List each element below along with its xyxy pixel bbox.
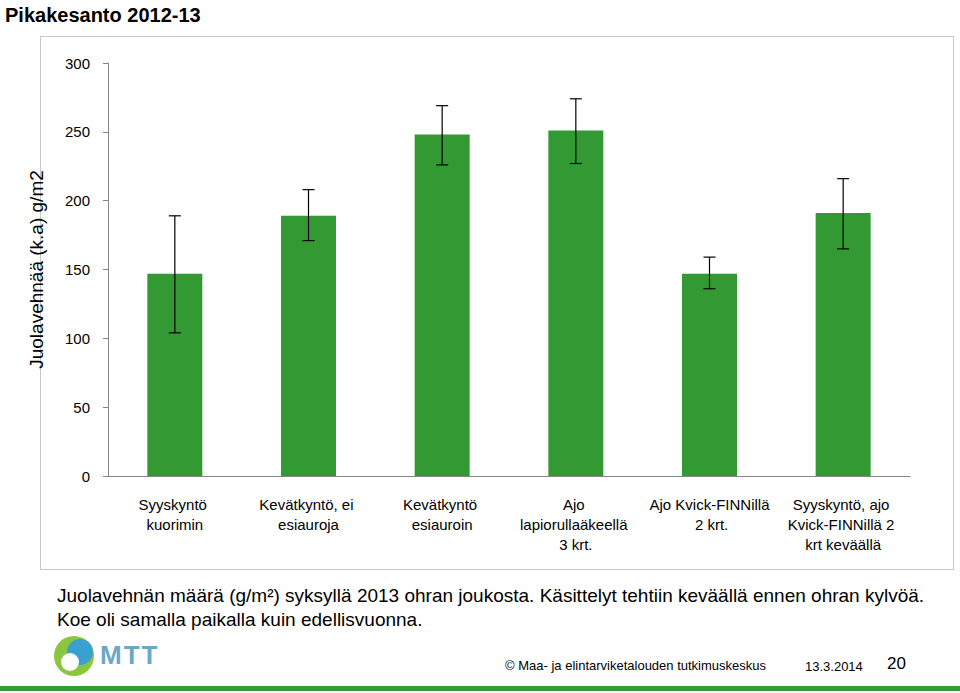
svg-text:300: 300	[65, 55, 90, 72]
svg-text:3 krt.: 3 krt.	[559, 536, 592, 553]
svg-text:Pikakesanto 2012-13: Pikakesanto 2012-13	[5, 4, 201, 26]
svg-text:esiauroin: esiauroin	[412, 516, 473, 533]
html-text:13.3.2014: 13.3.2014	[805, 659, 863, 674]
html-text:MTT: MTT	[100, 640, 160, 670]
html-text:Juolavehnän määrä (g/m²) syksy: Juolavehnän määrä (g/m²) syksyllä 2013 o…	[57, 585, 925, 630]
svg-text:Juolavehnää (k.a) g/m2: Juolavehnää (k.a) g/m2	[26, 170, 47, 369]
svg-text:200: 200	[65, 192, 90, 209]
html-text:© Maa- ja elintarviketalouden: © Maa- ja elintarviketalouden tutkimuske…	[505, 658, 766, 673]
svg-text:Kevätkyntö, ei: Kevätkyntö, ei	[259, 496, 357, 513]
svg-text:250: 250	[65, 123, 90, 140]
svg-text:esiauroja: esiauroja	[278, 516, 340, 533]
svg-text:2 krt.: 2 krt.	[691, 516, 729, 533]
svg-text:0: 0	[82, 468, 90, 485]
svg-text:krt keväällä: krt keväällä	[805, 536, 882, 553]
svg-text:100: 100	[65, 330, 90, 347]
svg-text:150: 150	[65, 261, 90, 278]
svg-text:Syyskyntö, ajo: Syyskyntö, ajo	[793, 496, 894, 513]
svg-text:Kvick-FINNillä 2: Kvick-FINNillä 2	[788, 516, 899, 533]
svg-text:Ajo: Ajo	[563, 496, 589, 513]
svg-text:Ajo Kvick-FINNillä: Ajo Kvick-FINNillä	[649, 496, 770, 513]
svg-text:Kevätkyntö: Kevätkyntö	[403, 496, 481, 513]
svg-text:kuorimin: kuorimin	[146, 516, 203, 533]
svg-text:50: 50	[73, 399, 90, 416]
html-text:20: 20	[887, 654, 906, 673]
svg-text:lapiorullaäkeellä: lapiorullaäkeellä	[520, 516, 632, 533]
svg-text:Syyskyntö: Syyskyntö	[139, 496, 212, 513]
